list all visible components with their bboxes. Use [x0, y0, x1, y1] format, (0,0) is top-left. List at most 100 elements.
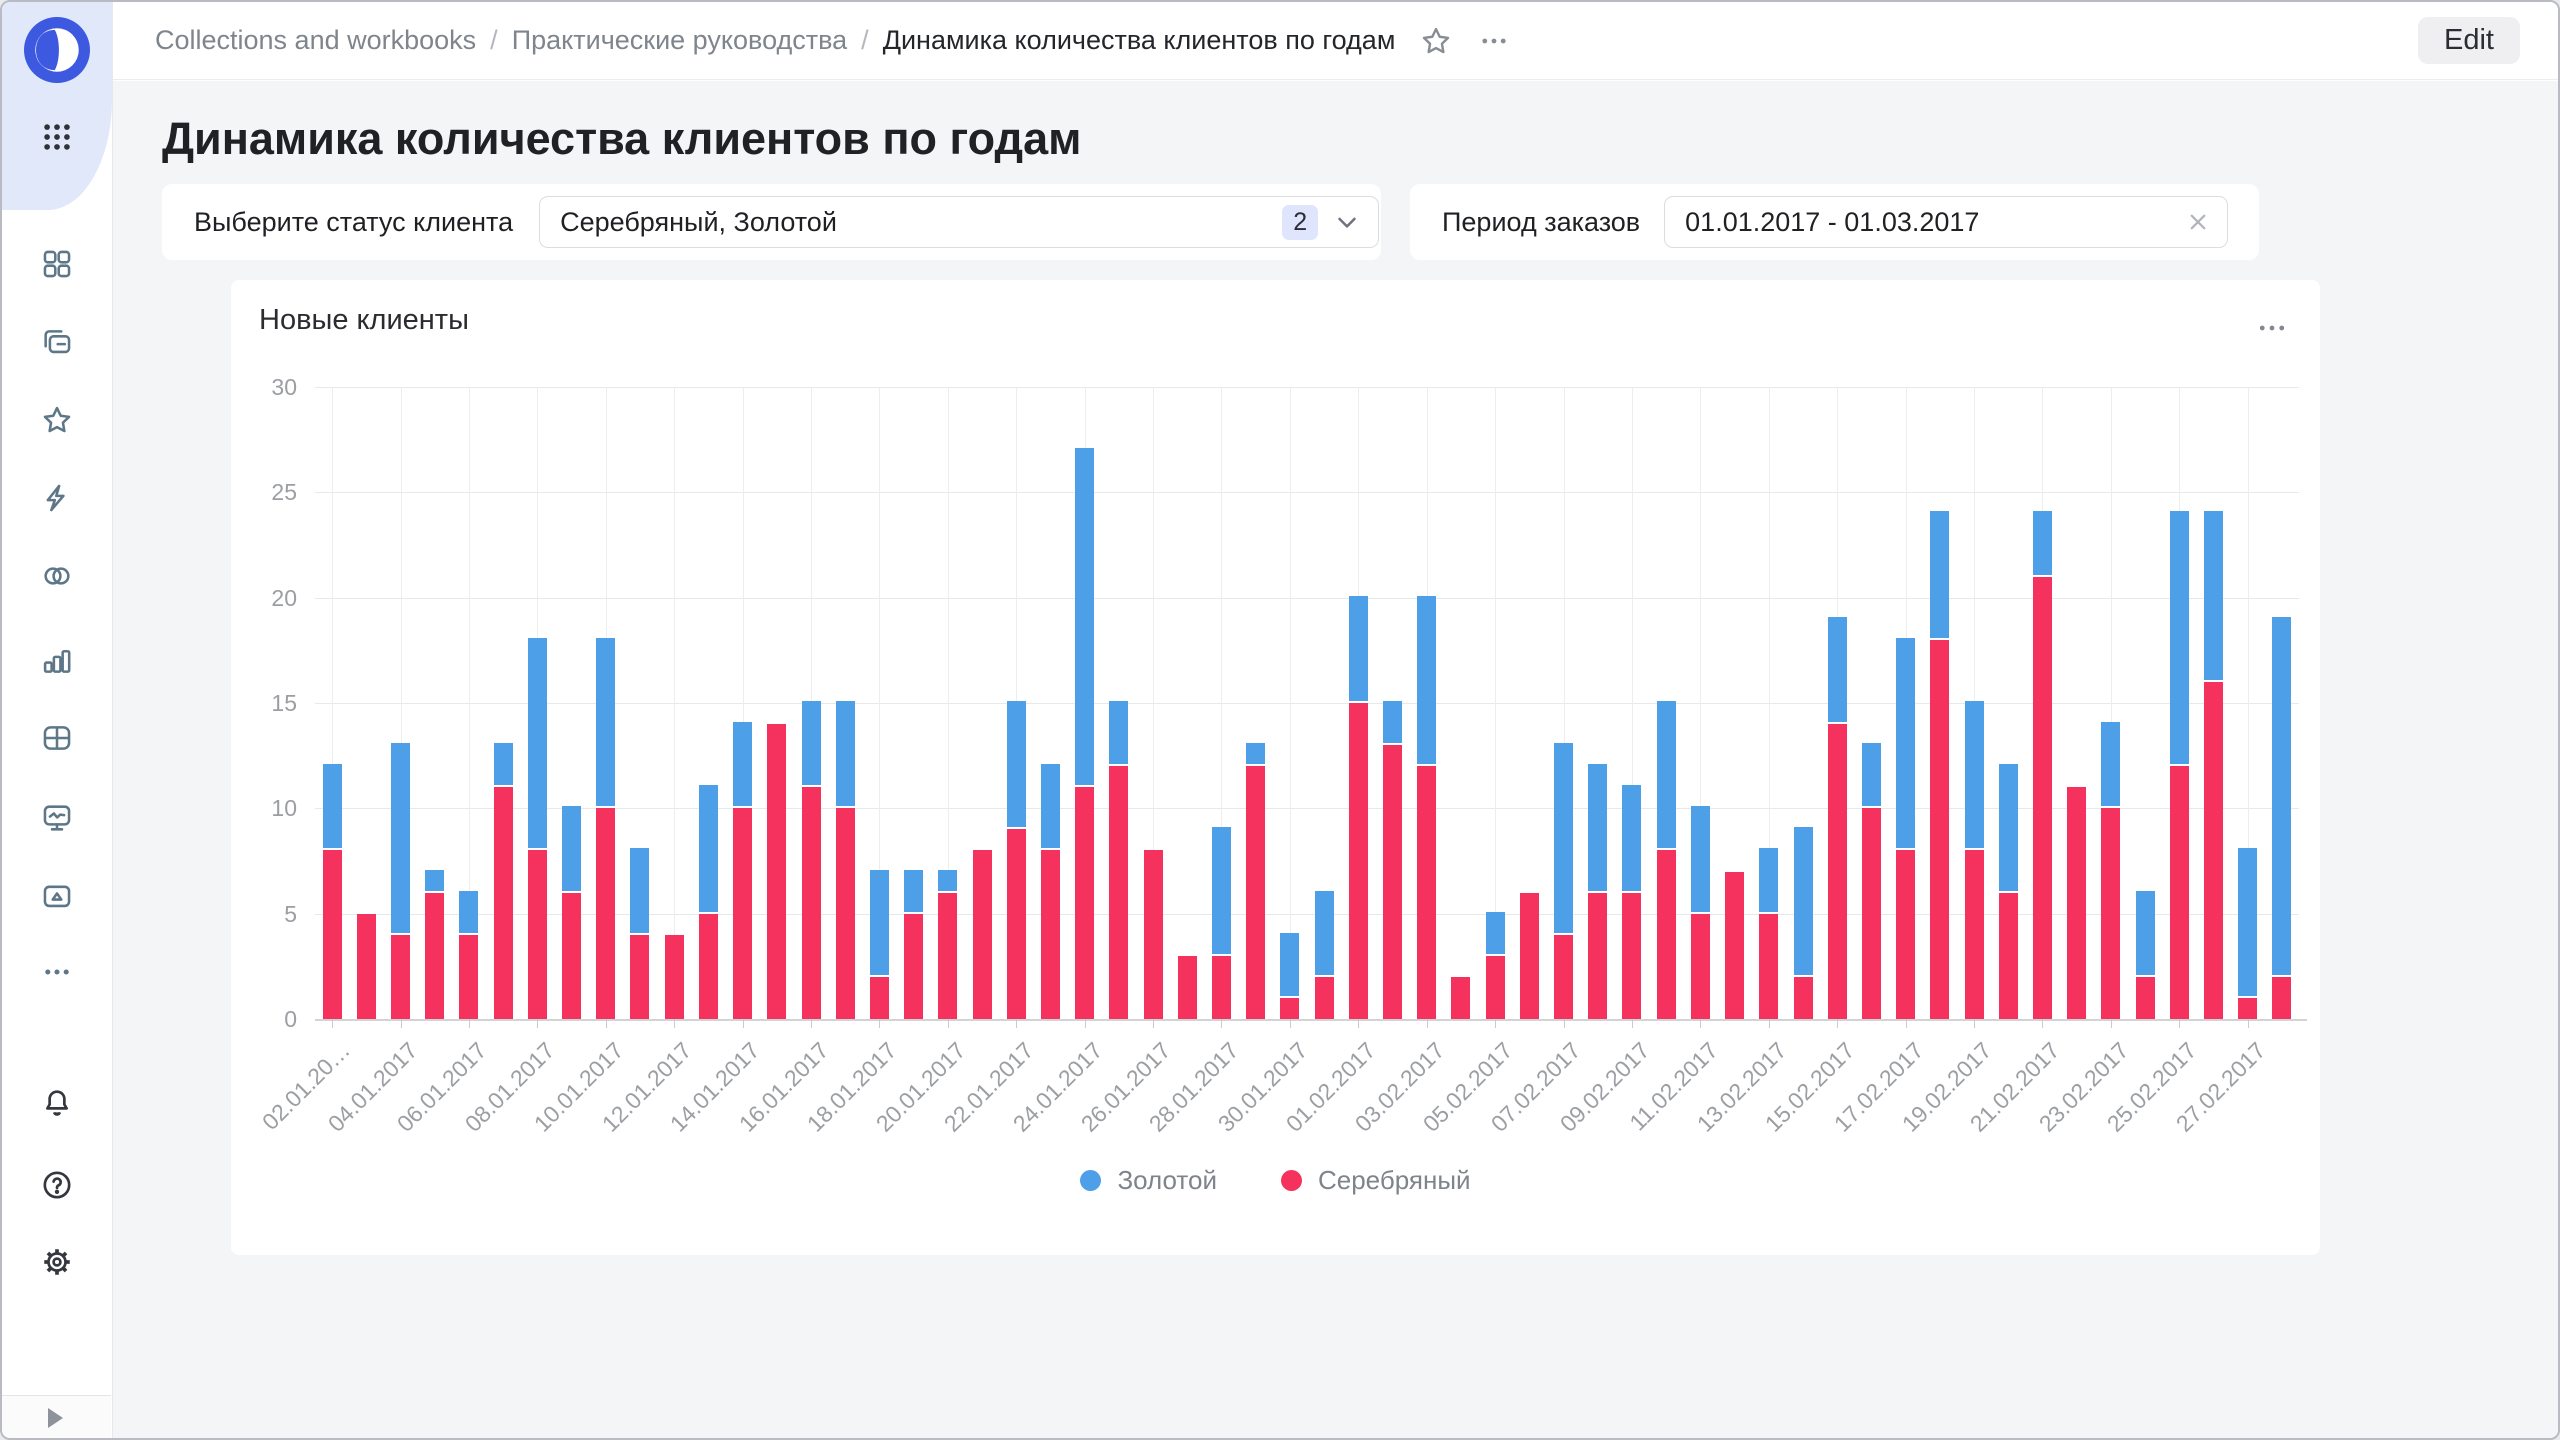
- storage-icon[interactable]: [40, 879, 74, 913]
- bar-segment-gold[interactable]: [527, 637, 547, 851]
- bar-segment-gold[interactable]: [938, 869, 958, 893]
- bar-segment-gold[interactable]: [835, 701, 855, 809]
- bar-segment-silver[interactable]: [1656, 850, 1676, 1019]
- bar-segment-silver[interactable]: [562, 892, 582, 1019]
- bar-segment-gold[interactable]: [425, 869, 445, 893]
- bar-segment-gold[interactable]: [459, 890, 479, 935]
- bar-segment-gold[interactable]: [1075, 448, 1095, 788]
- bar-segment-silver[interactable]: [1075, 787, 1095, 1019]
- edit-button[interactable]: Edit: [2418, 17, 2520, 64]
- bar-segment-gold[interactable]: [2135, 890, 2155, 977]
- bar-segment-gold[interactable]: [2169, 511, 2189, 767]
- bar-segment-silver[interactable]: [835, 808, 855, 1019]
- workbooks-icon[interactable]: [40, 325, 74, 359]
- status-select[interactable]: Серебряный, Золотой 2: [539, 196, 1380, 248]
- bar-segment-silver[interactable]: [1177, 955, 1197, 1019]
- bar-segment-gold[interactable]: [1314, 890, 1334, 977]
- bar-segment-silver[interactable]: [904, 913, 924, 1019]
- settings-gear-icon[interactable]: [40, 1245, 74, 1279]
- bar-segment-silver[interactable]: [1040, 850, 1060, 1019]
- bar-segment-silver[interactable]: [801, 787, 821, 1019]
- bar-segment-gold[interactable]: [2238, 848, 2258, 998]
- bar-segment-gold[interactable]: [1793, 827, 1813, 977]
- bar-segment-silver[interactable]: [1143, 850, 1163, 1019]
- bar-segment-silver[interactable]: [733, 808, 753, 1019]
- breadcrumb-collections[interactable]: Collections and workbooks: [155, 25, 477, 55]
- bar-segment-silver[interactable]: [2101, 808, 2121, 1019]
- bar-segment-gold[interactable]: [391, 743, 411, 935]
- connections-icon[interactable]: [40, 559, 74, 593]
- bar-segment-silver[interactable]: [493, 787, 513, 1019]
- bar-segment-silver[interactable]: [1725, 871, 1745, 1019]
- bar-segment-silver[interactable]: [1519, 892, 1539, 1019]
- clear-period-icon[interactable]: [2183, 207, 2213, 237]
- favorites-icon[interactable]: [40, 403, 74, 437]
- chart-menu-dots-icon[interactable]: [2254, 310, 2290, 346]
- bar-segment-gold[interactable]: [904, 869, 924, 914]
- bar-segment-gold[interactable]: [1211, 827, 1231, 956]
- bar-segment-silver[interactable]: [1827, 724, 1847, 1019]
- bar-segment-gold[interactable]: [2032, 511, 2052, 577]
- bar-segment-silver[interactable]: [356, 913, 376, 1019]
- bar-segment-silver[interactable]: [1109, 766, 1129, 1019]
- bar-segment-silver[interactable]: [1006, 829, 1026, 1019]
- bar-segment-gold[interactable]: [1109, 701, 1129, 767]
- bar-segment-silver[interactable]: [938, 892, 958, 1019]
- dashboards-icon[interactable]: [40, 247, 74, 281]
- bar-segment-silver[interactable]: [1964, 850, 1984, 1019]
- bar-segment-silver[interactable]: [2272, 976, 2292, 1019]
- editor-icon[interactable]: [40, 481, 74, 515]
- legend-item-gold[interactable]: Золотой: [1080, 1165, 1217, 1196]
- legend-item-silver[interactable]: Серебряный: [1280, 1165, 1471, 1196]
- period-input[interactable]: 01.01.2017 - 01.03.2017: [1664, 196, 2229, 248]
- bar-segment-gold[interactable]: [1861, 743, 1881, 809]
- apps-grid-icon[interactable]: [40, 120, 74, 154]
- bar-segment-silver[interactable]: [425, 892, 445, 1019]
- monitoring-icon[interactable]: [40, 801, 74, 835]
- bar-segment-silver[interactable]: [2169, 766, 2189, 1019]
- bar-segment-gold[interactable]: [1348, 595, 1368, 703]
- bar-segment-gold[interactable]: [2101, 722, 2121, 809]
- bar-segment-silver[interactable]: [1246, 766, 1266, 1019]
- bar-segment-gold[interactable]: [2272, 616, 2292, 977]
- bar-segment-gold[interactable]: [1964, 701, 1984, 851]
- bar-segment-silver[interactable]: [972, 850, 992, 1019]
- bar-segment-gold[interactable]: [493, 743, 513, 788]
- bar-segment-silver[interactable]: [596, 808, 616, 1019]
- bar-segment-silver[interactable]: [1622, 892, 1642, 1019]
- bar-segment-gold[interactable]: [1554, 743, 1574, 935]
- bar-segment-gold[interactable]: [733, 722, 753, 809]
- bar-segment-gold[interactable]: [869, 869, 889, 977]
- bar-segment-gold[interactable]: [1622, 785, 1642, 893]
- bar-segment-gold[interactable]: [562, 806, 582, 893]
- bar-segment-gold[interactable]: [1896, 637, 1916, 851]
- bar-segment-silver[interactable]: [1998, 892, 2018, 1019]
- bar-segment-silver[interactable]: [664, 934, 684, 1019]
- bar-segment-silver[interactable]: [767, 724, 787, 1019]
- bar-segment-gold[interactable]: [1656, 701, 1676, 851]
- bar-segment-gold[interactable]: [1417, 595, 1437, 767]
- bar-segment-silver[interactable]: [1930, 639, 1950, 1019]
- bar-segment-gold[interactable]: [1930, 511, 1950, 640]
- bar-segment-silver[interactable]: [459, 934, 479, 1019]
- bar-segment-silver[interactable]: [698, 913, 718, 1019]
- breadcrumb-guides[interactable]: Практические руководства: [511, 25, 848, 55]
- bar-segment-gold[interactable]: [1006, 701, 1026, 830]
- bar-segment-silver[interactable]: [869, 976, 889, 1019]
- bar-segment-gold[interactable]: [630, 848, 650, 935]
- bar-segment-silver[interactable]: [1383, 745, 1403, 1019]
- bar-segment-silver[interactable]: [1417, 766, 1437, 1019]
- datalens-logo-icon[interactable]: [21, 14, 93, 86]
- bar-segment-gold[interactable]: [1588, 764, 1608, 893]
- bar-segment-gold[interactable]: [1998, 764, 2018, 893]
- bar-segment-silver[interactable]: [1211, 955, 1231, 1019]
- notifications-bell-icon[interactable]: [40, 1086, 74, 1120]
- charts-icon[interactable]: [40, 643, 74, 677]
- bar-segment-silver[interactable]: [1861, 808, 1881, 1019]
- expand-panel-icon[interactable]: [48, 1408, 63, 1428]
- bar-segment-silver[interactable]: [2032, 576, 2052, 1019]
- bar-segment-gold[interactable]: [2203, 511, 2223, 682]
- bar-segment-gold[interactable]: [1383, 701, 1403, 746]
- bar-segment-gold[interactable]: [1246, 743, 1266, 767]
- bar-segment-silver[interactable]: [391, 934, 411, 1019]
